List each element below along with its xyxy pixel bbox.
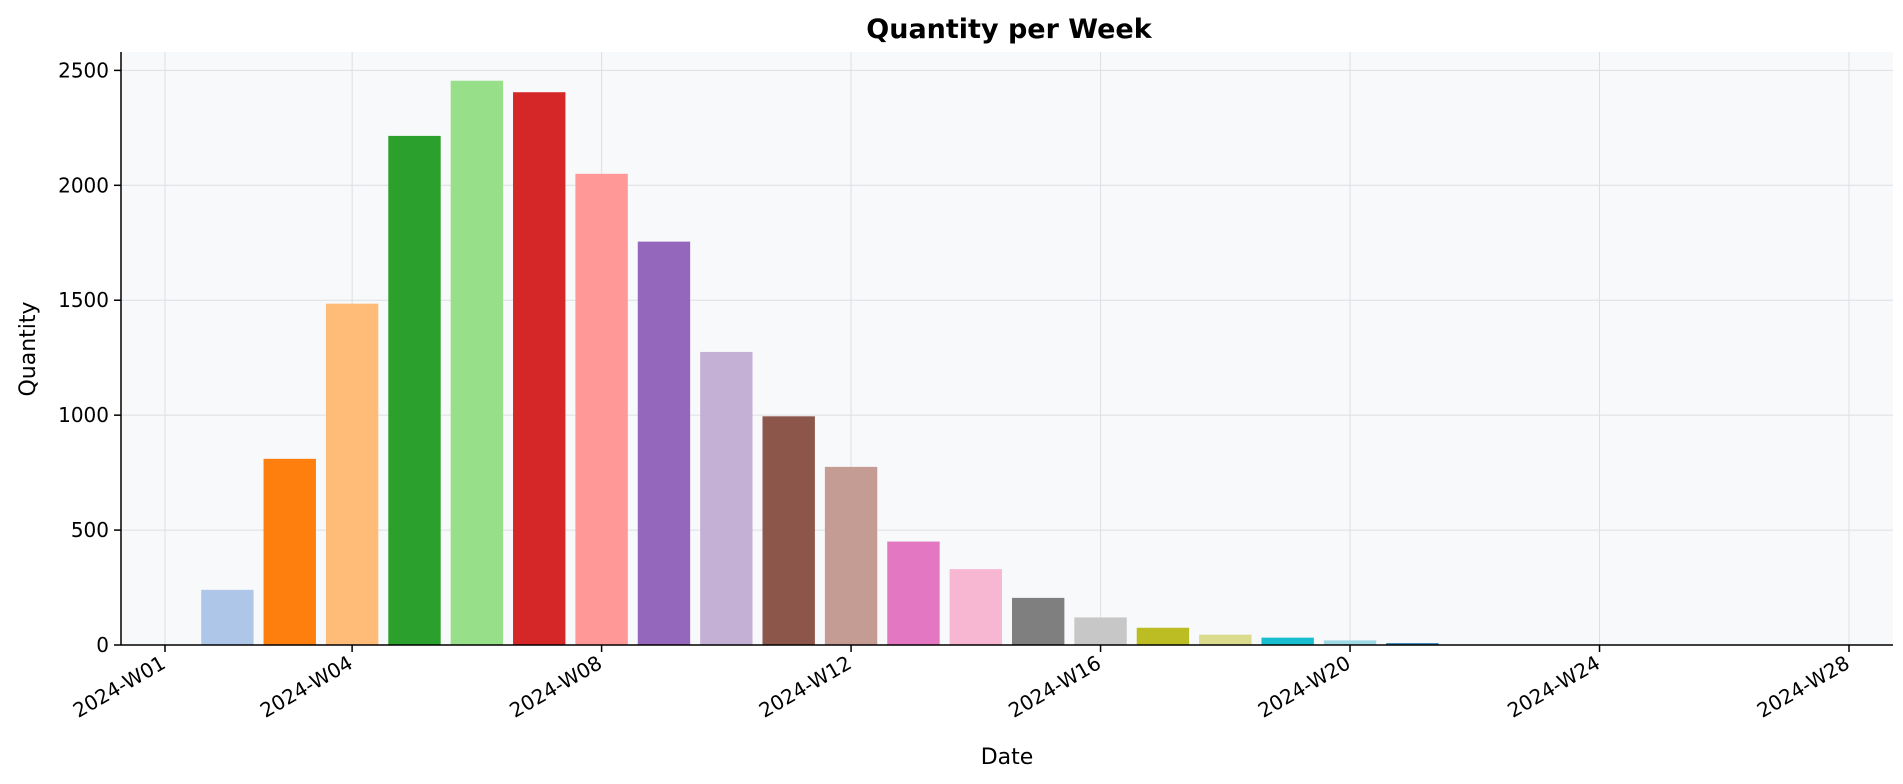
x-tick-label: 2024-W24 [1503,651,1604,723]
y-tick-label: 0 [96,633,109,657]
plot-area [121,52,1893,645]
x-tick-label: 2024-W08 [505,651,606,723]
bar [887,541,940,645]
y-tick-label: 1000 [58,403,109,427]
bar [1074,617,1127,645]
bar [1323,640,1377,645]
bar [325,303,379,645]
x-tick-label: 2024-W20 [1254,651,1355,723]
bar [201,589,254,645]
x-tick-label: 2024-W28 [1753,651,1854,723]
x-tick-label: 2024-W12 [755,651,856,723]
bar [450,80,504,646]
bar [949,569,1003,645]
bar [824,466,878,645]
bar [513,92,566,645]
x-ticks: 2024-W01 2024-W04 2024-W08 2024-W12 2024-W16… [69,645,1854,723]
bar [1136,627,1190,645]
bar [1261,637,1314,645]
bars [201,80,1439,646]
x-tick-label: 2024-W04 [256,651,357,723]
y-axis-label: Quantity [16,301,41,396]
x-tick-label: 2024-W16 [1004,651,1105,723]
bar [1011,597,1065,645]
bar [388,135,441,645]
bar [700,351,753,645]
y-tick-label: 1500 [58,288,109,312]
y-tick-label: 500 [71,518,109,542]
x-axis-label: Date [981,745,1034,770]
chart-title: Quantity per Week [866,14,1152,45]
y-ticks: 0 500 1000 1500 2000 2500 [58,58,121,657]
bar [1386,643,1439,645]
y-tick-label: 2000 [58,173,109,197]
bar [1199,634,1252,645]
y-tick-label: 2500 [58,58,109,82]
bar [637,241,691,646]
bar [575,173,628,646]
axes [120,52,1893,646]
x-tick-label: 2024-W01 [69,651,170,723]
bar [762,416,815,645]
bar [263,458,316,645]
